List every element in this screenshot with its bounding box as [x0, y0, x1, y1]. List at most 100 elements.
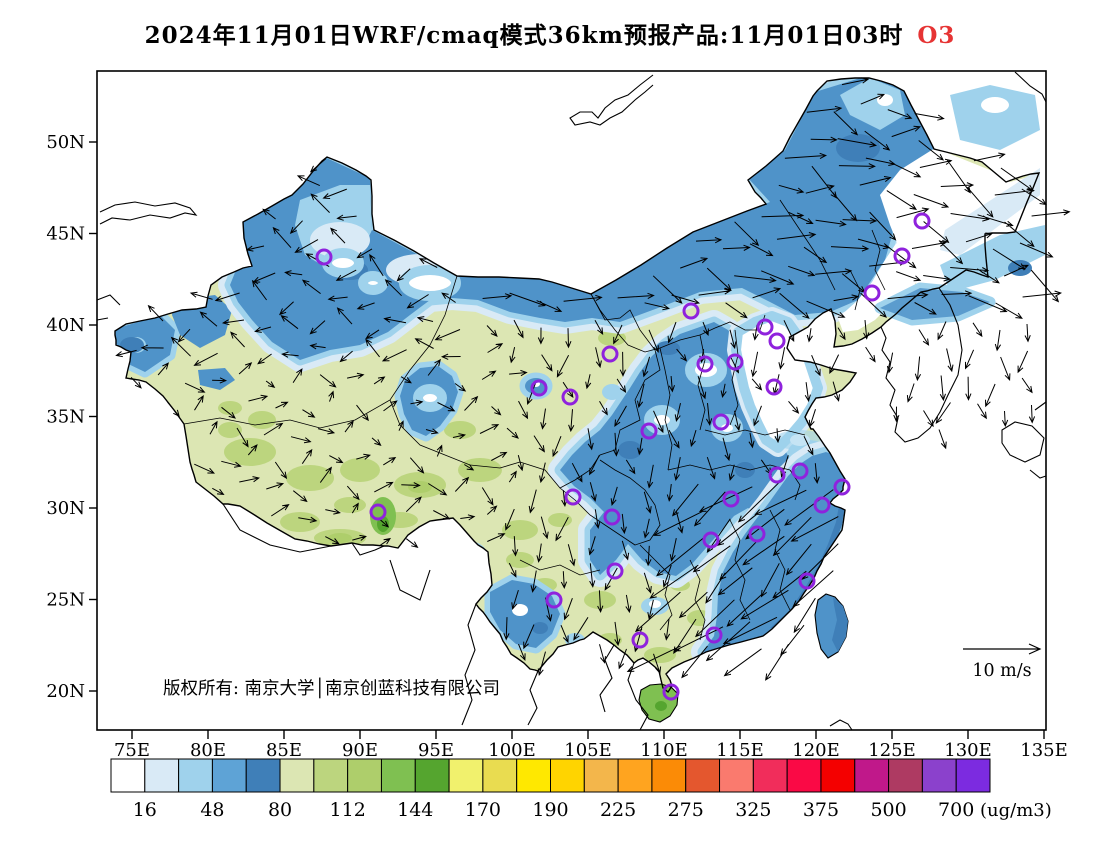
y-axis: 50N 45N 40N 35N 30N 25N 20N [46, 132, 97, 702]
x-tick-label: 90E [342, 740, 378, 761]
colorbar-segment [279, 758, 315, 793]
city-marker [768, 466, 786, 484]
city-marker [813, 496, 831, 514]
city-marker [530, 379, 548, 397]
colorbar-value-label: 16 [133, 799, 157, 821]
y-tick-label: 35N [46, 407, 85, 428]
city-marker [798, 572, 816, 590]
wind-reference-arrow-icon [963, 643, 1042, 655]
pollutant-label: O3 [917, 22, 956, 49]
colorbar-value-label: 325 [735, 799, 771, 821]
city-marker [369, 503, 387, 521]
copyright-text: 版权所有: 南京大学│南京创蓝科技有限公司 [163, 677, 500, 699]
x-tick-label: 85E [266, 740, 302, 761]
city-marker [791, 462, 809, 480]
colorbar-segment [245, 758, 281, 793]
colorbar-segment [211, 758, 247, 793]
city-marker [748, 525, 766, 543]
colorbar-segment [414, 758, 450, 793]
city-marker [893, 247, 911, 265]
contour-fill-layer [115, 78, 1045, 723]
city-marker [601, 345, 619, 363]
city-marker [702, 531, 720, 549]
colorbar-segment [516, 758, 552, 793]
x-tick-label: 80E [190, 740, 226, 761]
colorbar-segment [888, 758, 923, 793]
city-marker [545, 591, 563, 609]
colorbar-value-label: 48 [200, 799, 224, 821]
y-tick-label: 45N [46, 224, 85, 245]
colorbar: 16 48 80 112 144 170 190 225 275 325 375 500 700 (ug/… [110, 758, 1052, 821]
colorbar-value-label: 144 [397, 799, 433, 821]
city-marker [696, 355, 714, 373]
city-marker [606, 562, 624, 580]
colorbar-segment [854, 758, 890, 793]
city-marker [662, 683, 680, 701]
colorbar-value-label: 275 [668, 799, 704, 821]
x-tick-label: 110E [640, 740, 688, 761]
colorbar-segment [752, 758, 788, 793]
x-tick-label: 135E [1020, 740, 1068, 761]
wind-reference: 10 m/s [963, 643, 1042, 681]
colorbar-segment [583, 758, 619, 793]
colorbar-value-label: 112 [330, 799, 366, 821]
x-tick-label: 115E [716, 740, 764, 761]
page-title: 2024年11月01日WRF/cmaq模式36km预报产品:11月01日03时 O… [0, 16, 1100, 50]
colorbar-value-label: 375 [803, 799, 839, 821]
city-marker [863, 284, 881, 302]
x-tick-label: 75E [114, 740, 150, 761]
boundary-layer [96, 71, 1047, 731]
x-tick-label: 130E [944, 740, 992, 761]
colorbar-segment [719, 758, 754, 793]
colorbar-segment [820, 758, 856, 793]
colorbar-unit-label: (ug/m3) [980, 800, 1052, 821]
city-marker [765, 378, 783, 396]
city-marker [682, 302, 700, 320]
colorbar-value-label: 225 [600, 799, 636, 821]
city-marker [603, 508, 621, 526]
colorbar-segment [144, 758, 180, 793]
colorbar-segment [617, 758, 653, 793]
colorbar-value-label: 190 [532, 799, 568, 821]
city-marker [561, 388, 579, 406]
wind-arrows-path [115, 77, 1071, 681]
x-tick-label: 105E [564, 740, 612, 761]
colorbar-segment [955, 758, 991, 793]
colorbar-segment [448, 758, 484, 793]
colorbar-value-label: 80 [268, 799, 292, 821]
colorbar-segment [550, 758, 585, 793]
y-tick-label: 20N [46, 681, 85, 702]
city-marker [756, 318, 774, 336]
x-tick-label: 95E [418, 740, 454, 761]
city-marker [315, 248, 333, 266]
x-tick-label: 120E [792, 740, 840, 761]
islands [638, 593, 849, 723]
y-tick-label: 25N [46, 590, 85, 611]
city-marker [722, 490, 740, 508]
title-text: 2024年11月01日WRF/cmaq模式36km预报产品:11月01日03时 [144, 22, 904, 49]
x-tick-label: 100E [488, 740, 536, 761]
city-marker [705, 626, 723, 644]
colorbar-segment [347, 758, 382, 793]
city-marker [564, 488, 582, 506]
y-tick-label: 50N [46, 132, 85, 153]
foreign-coastlines [96, 71, 1047, 731]
colorbar-segment [178, 758, 213, 793]
colorbar-value-label: 500 [870, 799, 906, 821]
colorbar-value-label: 700 [938, 799, 974, 821]
city-marker [913, 212, 931, 230]
colorbar-segment [921, 758, 957, 793]
city-markers [315, 212, 931, 701]
city-marker [726, 353, 744, 371]
colorbar-segment [380, 758, 416, 793]
colorbar-value-label: 170 [465, 799, 501, 821]
city-marker [640, 422, 658, 440]
wind-reference-label: 10 m/s [972, 661, 1031, 681]
colorbar-segment [786, 758, 822, 793]
y-tick-label: 30N [46, 498, 85, 519]
colorbar-segment [651, 758, 687, 793]
x-tick-label: 125E [868, 740, 916, 761]
city-marker [631, 631, 649, 649]
